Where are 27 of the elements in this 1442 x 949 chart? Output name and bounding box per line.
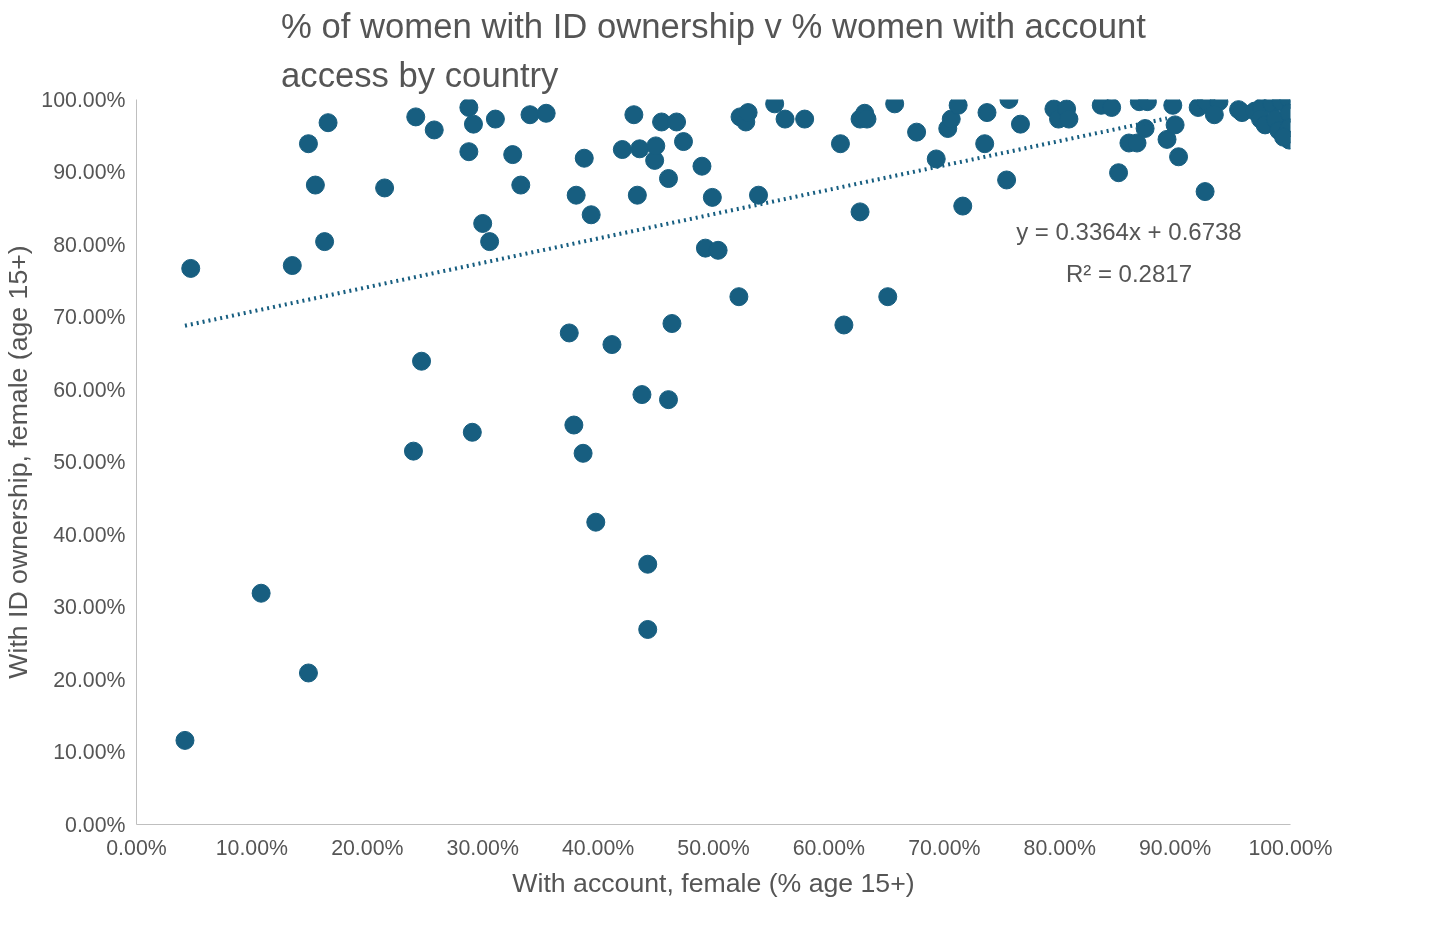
x-tick-label: 30.00%: [446, 835, 519, 860]
y-tick-label: 80.00%: [53, 232, 126, 257]
x-axis-title: With account, female (% age 15+): [512, 867, 915, 898]
y-axis-title: With ID ownership, female (age 15+): [3, 245, 34, 679]
y-tick-label: 100.00%: [41, 87, 126, 112]
y-tick-label: 40.00%: [53, 522, 126, 547]
x-tick-label: 20.00%: [331, 835, 404, 860]
y-tick-label: 90.00%: [53, 160, 126, 184]
y-tick-label: 70.00%: [53, 305, 126, 329]
x-tick-label: 60.00%: [792, 835, 866, 860]
annotation: y = 0.3364x + 0.6738: [1016, 217, 1242, 245]
annotation: R² = 0.2817: [1065, 259, 1192, 287]
y-tick-label: 10.00%: [53, 740, 126, 764]
x-tick-label: 0.00%: [106, 835, 167, 860]
y-tick-label: 0.00%: [65, 812, 126, 837]
x-tick-label: 80.00%: [1023, 835, 1096, 860]
x-tick-label: 10.00%: [215, 835, 289, 860]
x-tick-label: 90.00%: [1138, 835, 1212, 860]
y-tick-label: 30.00%: [53, 595, 126, 619]
x-tick-label: 100.00%: [1248, 835, 1333, 860]
x-tick-label: 50.00%: [677, 835, 750, 860]
chart-title: % of women with ID ownership v % women with account access by country: [281, 7, 1147, 95]
y-tick-label: 60.00%: [53, 377, 126, 402]
y-tick-label: 50.00%: [53, 450, 126, 474]
y-tick-label: 20.00%: [53, 667, 126, 692]
x-tick-label: 70.00%: [908, 835, 981, 860]
x-tick-label: 40.00%: [561, 835, 635, 860]
